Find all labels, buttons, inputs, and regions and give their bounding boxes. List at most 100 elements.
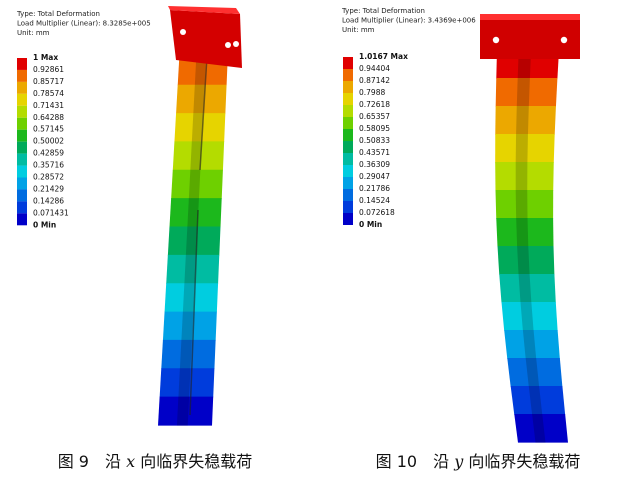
- legend-label: 0 Min: [359, 220, 382, 229]
- legend-label: 0 Min: [33, 220, 56, 229]
- header-line: Unit: mm: [17, 29, 50, 37]
- beam-shade: [515, 134, 528, 163]
- beam-shade: [516, 218, 529, 247]
- beam-shade: [528, 386, 543, 415]
- legend-label: 0.50833: [359, 136, 390, 145]
- beam: [495, 50, 568, 443]
- beam-band: [495, 106, 556, 135]
- beam-shade: [176, 396, 190, 426]
- beam-shade: [188, 169, 201, 199]
- legend-swatch: [17, 213, 27, 226]
- beam-shade: [517, 246, 530, 275]
- legend-label: 0.85717: [33, 77, 64, 86]
- bolt-hole: [180, 29, 186, 35]
- header-line: Unit: mm: [342, 26, 375, 34]
- legend-label: 0.42859: [33, 149, 64, 158]
- legend-swatch: [343, 153, 353, 165]
- legend-label: 0.58095: [359, 124, 390, 133]
- legend-swatch: [17, 81, 27, 94]
- beam-shade: [515, 162, 528, 191]
- legend-swatch: [17, 117, 27, 130]
- beam-band: [504, 330, 560, 359]
- top-plate-side: [168, 6, 240, 14]
- legend-swatch: [343, 213, 353, 225]
- legend-swatch: [17, 177, 27, 190]
- legend-swatch: [343, 165, 353, 177]
- top-plate-side: [480, 14, 580, 20]
- legend-swatch: [17, 153, 27, 166]
- beam-band: [172, 141, 225, 171]
- legend-swatch: [343, 105, 353, 117]
- beam-shade: [193, 84, 205, 114]
- legend-swatch: [17, 165, 27, 178]
- beam-band: [171, 169, 223, 199]
- caption-axis: x: [126, 452, 135, 471]
- legend-swatch: [17, 69, 27, 82]
- legend-swatch: [17, 129, 27, 142]
- legend-label: 0.071431: [33, 208, 69, 217]
- beam-band: [507, 358, 563, 387]
- beam-band: [501, 302, 558, 331]
- beam-band: [495, 190, 554, 219]
- beam-shade: [185, 226, 198, 256]
- legend-label: 0.94404: [359, 64, 390, 73]
- legend-swatch: [343, 81, 353, 93]
- legend-swatch: [17, 201, 27, 214]
- legend-label: 0.14286: [33, 196, 64, 205]
- beam-shade: [516, 78, 530, 107]
- caption-prefix: 沿: [105, 452, 121, 471]
- beam-band: [495, 78, 558, 107]
- bolt-hole: [560, 36, 568, 44]
- bolt-hole: [225, 42, 231, 48]
- beam-shade: [190, 141, 202, 171]
- beam-shade: [191, 113, 204, 143]
- legend-label: 1 Max: [33, 53, 58, 62]
- header-line: Type: Total Deformation: [341, 7, 425, 15]
- legend-label: 0.43571: [359, 148, 390, 157]
- legend-swatch: [17, 93, 27, 106]
- caption: 图 10 沿 y 向临界失稳载荷: [376, 452, 581, 471]
- legend-label: 0.50002: [33, 137, 64, 146]
- header-line: Load Multiplier (Linear): 8.3285e+005: [17, 20, 151, 28]
- legend-swatch: [343, 69, 353, 81]
- beam-band: [499, 274, 556, 303]
- legend-label: 0.29047: [359, 172, 390, 181]
- beam-shade: [525, 358, 540, 387]
- beam-band: [176, 84, 227, 114]
- legend-label: 0.14524: [359, 196, 390, 205]
- beam-band: [164, 283, 219, 313]
- beam-shade: [194, 56, 206, 86]
- legend-swatch: [17, 58, 27, 70]
- legend-label: 0.72618: [359, 100, 390, 109]
- legend-label: 0.64288: [33, 113, 64, 122]
- caption-gap: [417, 452, 433, 471]
- legend-label: 1.0167 Max: [359, 52, 408, 61]
- legend-label: 0.21786: [359, 184, 390, 193]
- bolt-hole: [492, 36, 500, 44]
- legend-label: 0.71431: [33, 101, 64, 110]
- legend-swatch: [343, 189, 353, 201]
- legend-label: 0.21429: [33, 184, 64, 193]
- beam-shade: [179, 339, 192, 369]
- caption-axis: y: [453, 452, 464, 471]
- header-line: Type: Total Deformation: [16, 10, 100, 18]
- beam-band: [162, 311, 217, 341]
- legend-swatch: [343, 57, 353, 69]
- beam-band: [514, 414, 568, 443]
- beam-band: [161, 339, 216, 369]
- beam: [158, 28, 229, 426]
- legend-label: 0.36309: [359, 160, 390, 169]
- legend-swatch: [343, 93, 353, 105]
- beam-shade: [187, 198, 199, 228]
- beam-band: [510, 386, 566, 415]
- legend-swatch: [17, 105, 27, 118]
- beam-shade: [184, 254, 197, 284]
- beam-shade: [522, 330, 537, 359]
- legend-label: 0.87142: [359, 76, 390, 85]
- beam-band: [166, 254, 220, 284]
- beam-shade: [181, 311, 194, 341]
- beam-band: [495, 162, 554, 191]
- beam-band: [159, 368, 215, 398]
